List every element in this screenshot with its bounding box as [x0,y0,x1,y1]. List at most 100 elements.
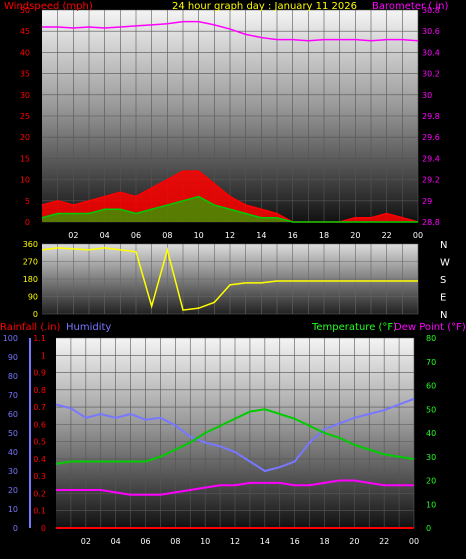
humidity-y-tick: 20 [8,486,18,495]
temp-x-tick: 08 [170,537,180,546]
wind-x-tick: 22 [382,231,392,240]
temp-x-tick: 16 [290,537,300,546]
wind-x-tick: 20 [350,231,360,240]
barometer-y-tick: 30.4 [422,48,440,57]
barometer-y-tick: 30.8 [422,6,440,15]
humidity-y-tick: 80 [8,372,18,381]
wind-x-tick: 08 [162,231,172,240]
rain-y-tick: 1 [41,351,46,360]
direction-label-s: S [440,275,446,286]
series-line-gust [41,170,419,223]
chart-marks [41,20,419,529]
rain-y-tick: 0.7 [33,403,46,412]
temp-x-tick: 00 [409,537,419,546]
wind-y-tick: 5 [25,197,30,206]
temperature-y-tick: 0 [426,524,431,533]
temp-x-tick: 20 [349,537,359,546]
humidity-y-tick: 0 [13,524,18,533]
direction-y-tick: 180 [23,275,38,284]
wind-y-tick: 0 [25,218,30,227]
humidity-axis-title: Humidity [66,322,111,333]
series-line-wind-direction [41,246,418,311]
barometer-y-tick: 29.6 [422,133,440,142]
barometer-y-tick: 30.6 [422,27,440,36]
rain-y-tick: 0.8 [33,386,46,395]
barometer-y-tick: 29.4 [422,154,440,163]
rainfall-axis-title: Rainfall (.in) [0,322,61,333]
wind-y-tick: 45 [20,27,30,36]
temp-x-tick: 06 [140,537,150,546]
temp-x-tick: 12 [230,537,240,546]
temp-x-tick: 10 [200,537,210,546]
temperature-y-tick: 30 [426,453,436,462]
wind-x-tick: 00 [413,231,423,240]
series-line-dew-point [56,479,414,496]
wind-x-tick: 02 [68,231,78,240]
wind-x-tick: 14 [256,231,266,240]
windspeed-axis-title: Windspeed (mph) [4,1,93,12]
rain-y-tick: 0.3 [33,472,46,481]
graph-title: 24 hour graph day : January 11 2026 [172,1,357,12]
direction-y-tick: 270 [23,258,38,267]
humidity-y-tick: 60 [8,410,18,419]
barometer-y-tick: 30 [422,91,432,100]
barometer-y-tick: 28.8 [422,218,440,227]
wind-y-tick: 35 [20,70,30,79]
rain-y-tick: 0.4 [33,455,46,464]
series-line-temperature [55,408,415,465]
rain-y-tick: 0.6 [33,420,46,429]
temp-x-tick: 22 [379,537,389,546]
temperature-axis-title: Temperature (°F) [311,322,397,333]
wind-x-tick: 12 [225,231,235,240]
temperature-y-tick: 50 [426,405,436,414]
temperature-y-tick: 20 [426,477,436,486]
series-line-humidity [55,397,415,473]
direction-label-e: E [440,293,446,304]
wind-y-tick: 15 [20,154,30,163]
humidity-y-tick: 70 [8,391,18,400]
rain-y-tick: 0.1 [33,507,46,516]
barometer-y-tick: 30.2 [422,70,440,79]
wind-y-tick: 40 [20,48,30,57]
rain-y-tick: 0 [41,524,46,533]
dewpoint-axis-title: Dew Point (°F) [394,322,466,333]
series-line-barometer [42,20,419,42]
temperature-y-tick: 70 [426,358,436,367]
grid-lines [29,9,419,529]
barometer-y-tick: 29.2 [422,176,440,185]
temp-x-tick: 14 [260,537,270,546]
humidity-y-tick: 100 [3,334,18,343]
rain-y-tick: 0.9 [33,369,46,378]
direction-y-tick: 0 [33,310,38,319]
chart-labels: 0510152025303540455028.82929.229.429.629… [3,6,450,546]
temperature-y-tick: 80 [426,334,436,343]
wind-y-tick: 20 [20,133,30,142]
barometer-axis-title: Barometer (.in) [372,1,448,12]
wind-y-tick: 25 [20,112,30,121]
direction-label-n: N [440,240,447,251]
direction-y-tick: 90 [28,293,38,302]
temp-x-tick: 18 [319,537,329,546]
wind-y-tick: 50 [20,6,30,15]
humidity-y-tick: 10 [8,505,18,514]
wind-x-tick: 16 [288,231,298,240]
wind-x-tick: 04 [100,231,110,240]
humidity-y-tick: 50 [8,429,18,438]
barometer-y-tick: 29 [422,197,432,206]
wind-x-tick: 18 [319,231,329,240]
humidity-y-tick: 90 [8,353,18,362]
temperature-y-tick: 40 [426,429,436,438]
temperature-y-tick: 60 [426,382,436,391]
direction-y-tick: 360 [23,240,38,249]
rain-y-tick: 0.2 [33,489,46,498]
rain-y-tick: 1.1 [33,334,46,343]
wind-y-tick: 10 [20,176,30,185]
humidity-y-tick: 40 [8,448,18,457]
temp-x-tick: 04 [111,537,121,546]
wind-x-tick: 10 [194,231,204,240]
direction-label-n: N [440,310,447,321]
humidity-y-tick: 30 [8,467,18,476]
barometer-y-tick: 29.8 [422,112,440,121]
